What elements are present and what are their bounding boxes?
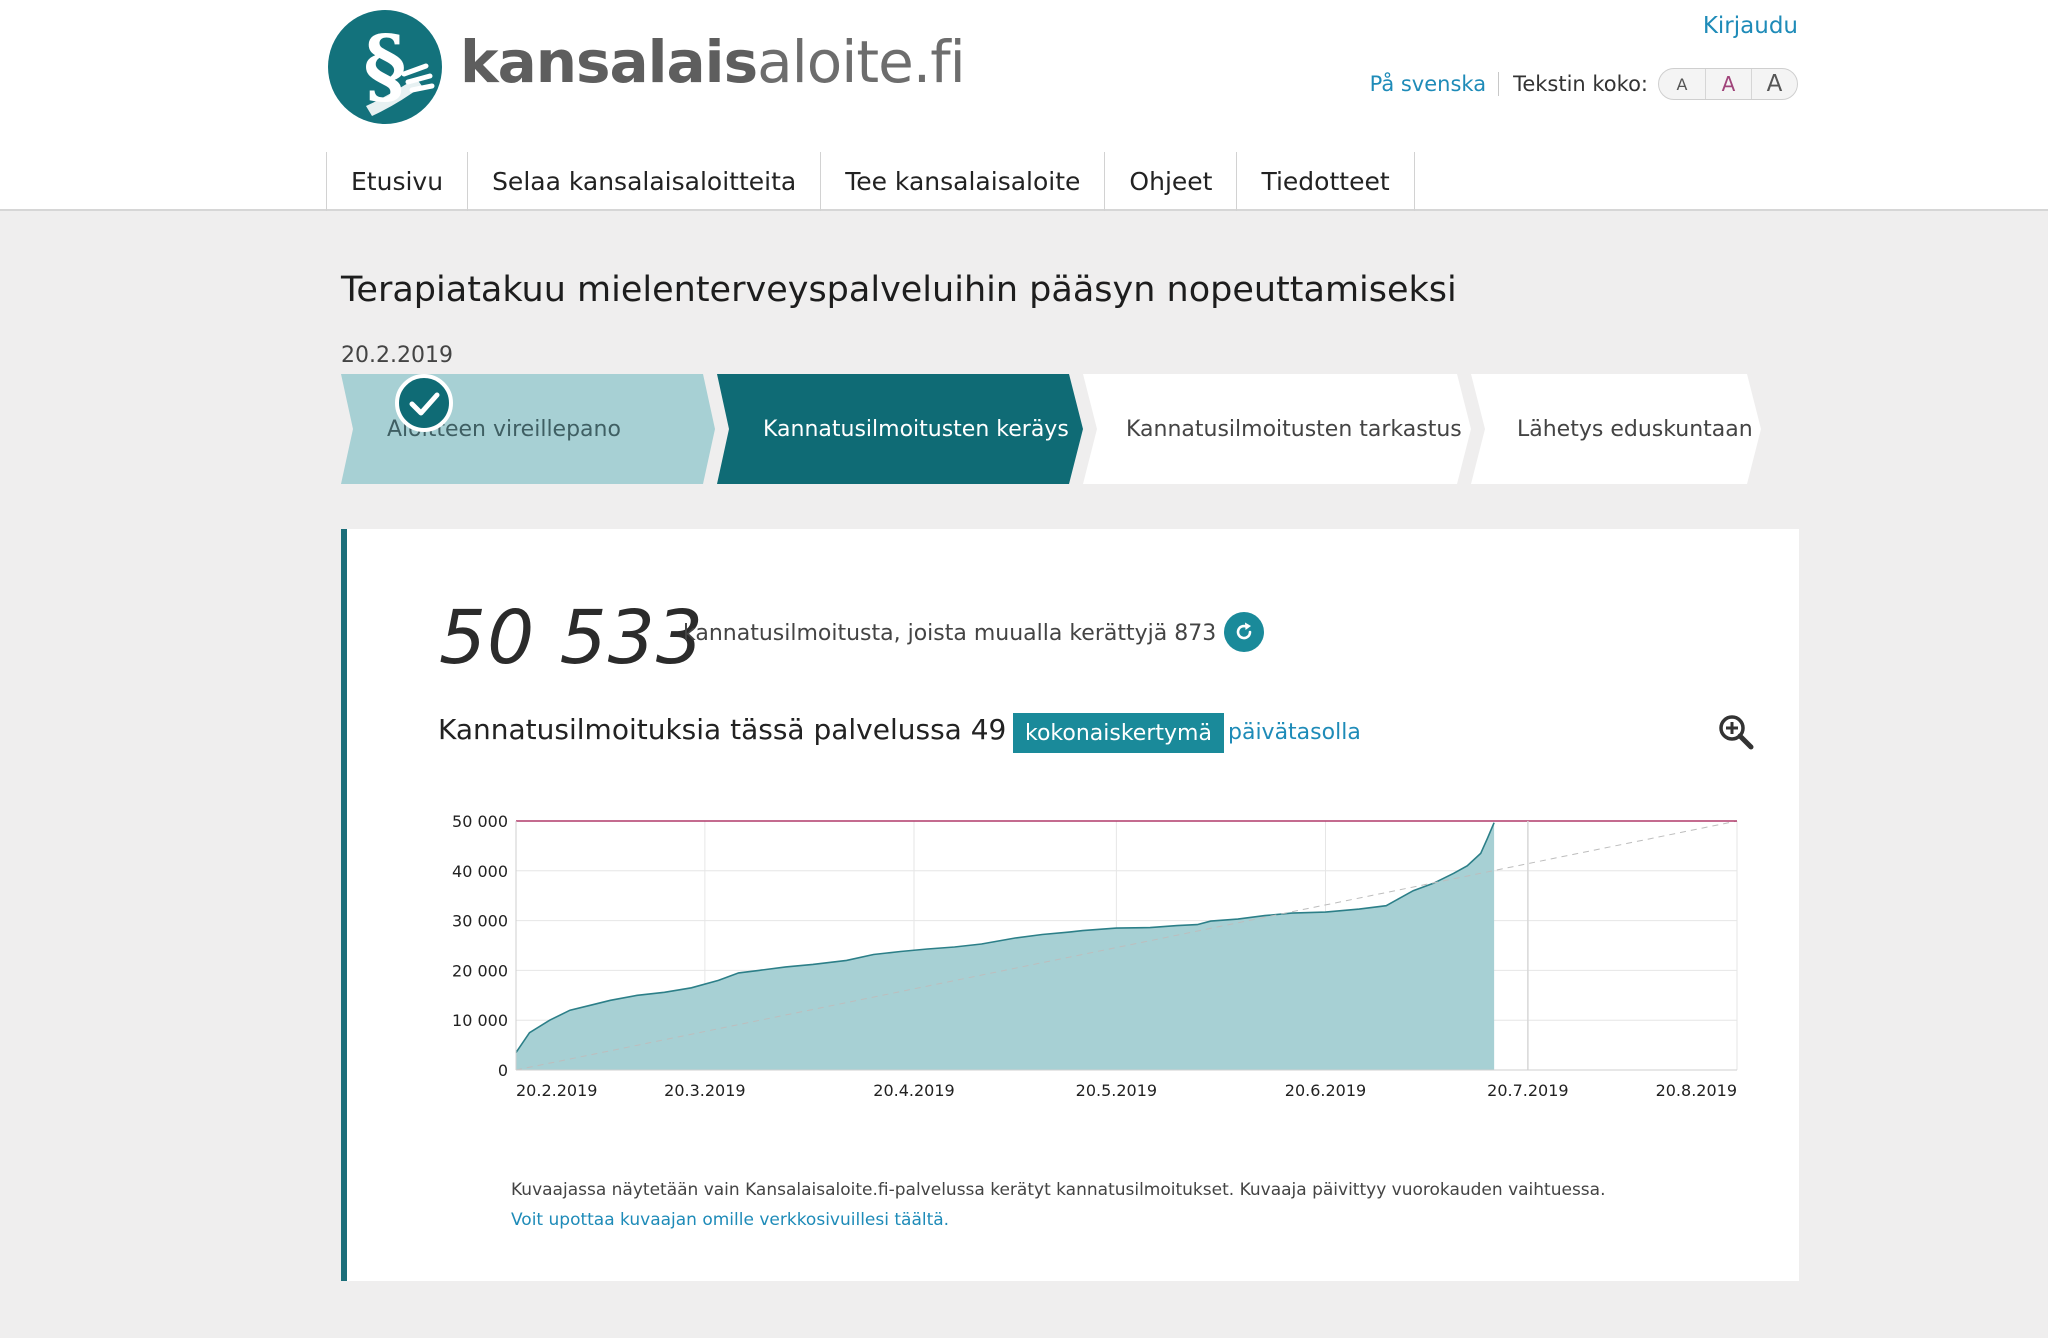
tab-cumulative[interactable]: kokonaiskertymä: [1013, 713, 1224, 753]
nav-item-etusivu[interactable]: Etusivu: [326, 152, 467, 211]
total-supports-text: kannatusilmoitusta, joista muualla kerät…: [683, 621, 1217, 646]
y-tick-label: 20 000: [452, 961, 508, 980]
step-3-label: Kannatusilmoitusten tarkastus: [1126, 416, 1462, 442]
x-tick-label: 20.7.2019: [1487, 1081, 1568, 1100]
y-tick-label: 30 000: [452, 912, 508, 931]
brand-bold: kansalais: [460, 28, 758, 96]
total-supports: 50 533: [439, 595, 704, 681]
chart-note: Kuvaajassa näytetään vain Kansalaisaloit…: [511, 1180, 1606, 1200]
initiative-title: Terapiatakuu mielenterveyspalveluihin pä…: [341, 270, 1457, 310]
progress-steps: Aloitteen vireillepano Kannatusilmoitust…: [341, 374, 1761, 484]
progress-steps-shapes: [341, 374, 1761, 484]
text-size-large-button[interactable]: A: [1751, 69, 1797, 99]
x-tick-label: 20.6.2019: [1285, 1081, 1366, 1100]
zoom-button[interactable]: [1716, 712, 1756, 752]
brand-name: kansalaisaloite.fi: [460, 28, 966, 96]
refresh-icon: [1236, 622, 1252, 640]
step-2: Kannatusilmoitusten keräys: [763, 374, 1069, 484]
step-4: Lähetys eduskuntaan: [1517, 374, 1753, 484]
tab-daily[interactable]: päivätasolla: [1228, 720, 1361, 745]
nav-item-browse[interactable]: Selaa kansalaisaloitteita: [467, 152, 820, 211]
language-link[interactable]: På svenska: [1370, 72, 1500, 96]
section-sign-hand-logo: §: [328, 10, 442, 124]
step-1: Aloitteen vireillepano: [387, 374, 621, 484]
initiative-date: 20.2.2019: [341, 343, 453, 368]
x-tick-label: 20.2.2019: [516, 1081, 597, 1100]
step-4-bg: [1471, 374, 1761, 484]
reference-line: [515, 820, 1738, 1071]
x-tick-label: 20.3.2019: [664, 1081, 745, 1100]
nav-item-create[interactable]: Tee kansalaisaloite: [820, 152, 1104, 211]
step-3: Kannatusilmoitusten tarkastus: [1126, 374, 1462, 484]
support-card: 50 533 kannatusilmoitusta, joista muuall…: [341, 529, 1799, 1281]
embed-chart-link[interactable]: Voit upottaa kuvaajan omille verkkosivui…: [511, 1210, 950, 1230]
brand-rest: aloite.fi: [757, 28, 966, 96]
step-2-bg: [717, 374, 1083, 484]
step-4-label: Lähetys eduskuntaan: [1517, 416, 1753, 442]
support-chart: 0 10 000 20 000 30 000 40 000 50 000 20.2.2019…: [452, 812, 1738, 1100]
x-tick-label: 20.5.2019: [1076, 1081, 1157, 1100]
nav-item-help[interactable]: Ohjeet: [1104, 152, 1236, 211]
series-area: [516, 822, 1495, 1070]
main-nav: Etusivu Selaa kansalaisaloitteita Tee ka…: [326, 152, 1415, 211]
x-tick-label: 20.8.2019: [1656, 1081, 1737, 1100]
series-line: [515, 822, 1495, 1054]
service-supports-text: Kannatusilmoituksia tässä palvelussa 49 …: [438, 713, 1069, 746]
text-size-medium-button[interactable]: A: [1705, 69, 1751, 99]
header-tools: På svenska Tekstin koko: A A A: [1370, 68, 1798, 100]
site-header: § kansalaisaloite.fi Kirjaudu På svenska…: [0, 0, 2048, 211]
check-circle-icon: [395, 374, 453, 432]
zoom-in-icon: [1719, 715, 1754, 750]
step-2-label: Kannatusilmoitusten keräys: [763, 416, 1069, 442]
text-size-label: Tekstin koko:: [1513, 72, 1648, 96]
text-size-small-button[interactable]: A: [1676, 74, 1688, 94]
x-tick-label: 20.4.2019: [873, 1081, 954, 1100]
y-tick-label: 0: [498, 1061, 508, 1080]
y-tick-label: 40 000: [452, 862, 508, 881]
y-tick-label: 10 000: [452, 1011, 508, 1030]
nav-item-news[interactable]: Tiedotteet: [1236, 152, 1415, 211]
refresh-button[interactable]: [1224, 612, 1264, 652]
y-tick-label: 50 000: [452, 812, 508, 831]
step-3-bg: [1083, 374, 1471, 484]
text-size-buttons: A A A: [1658, 68, 1798, 100]
login-link[interactable]: Kirjaudu: [1702, 13, 1798, 39]
